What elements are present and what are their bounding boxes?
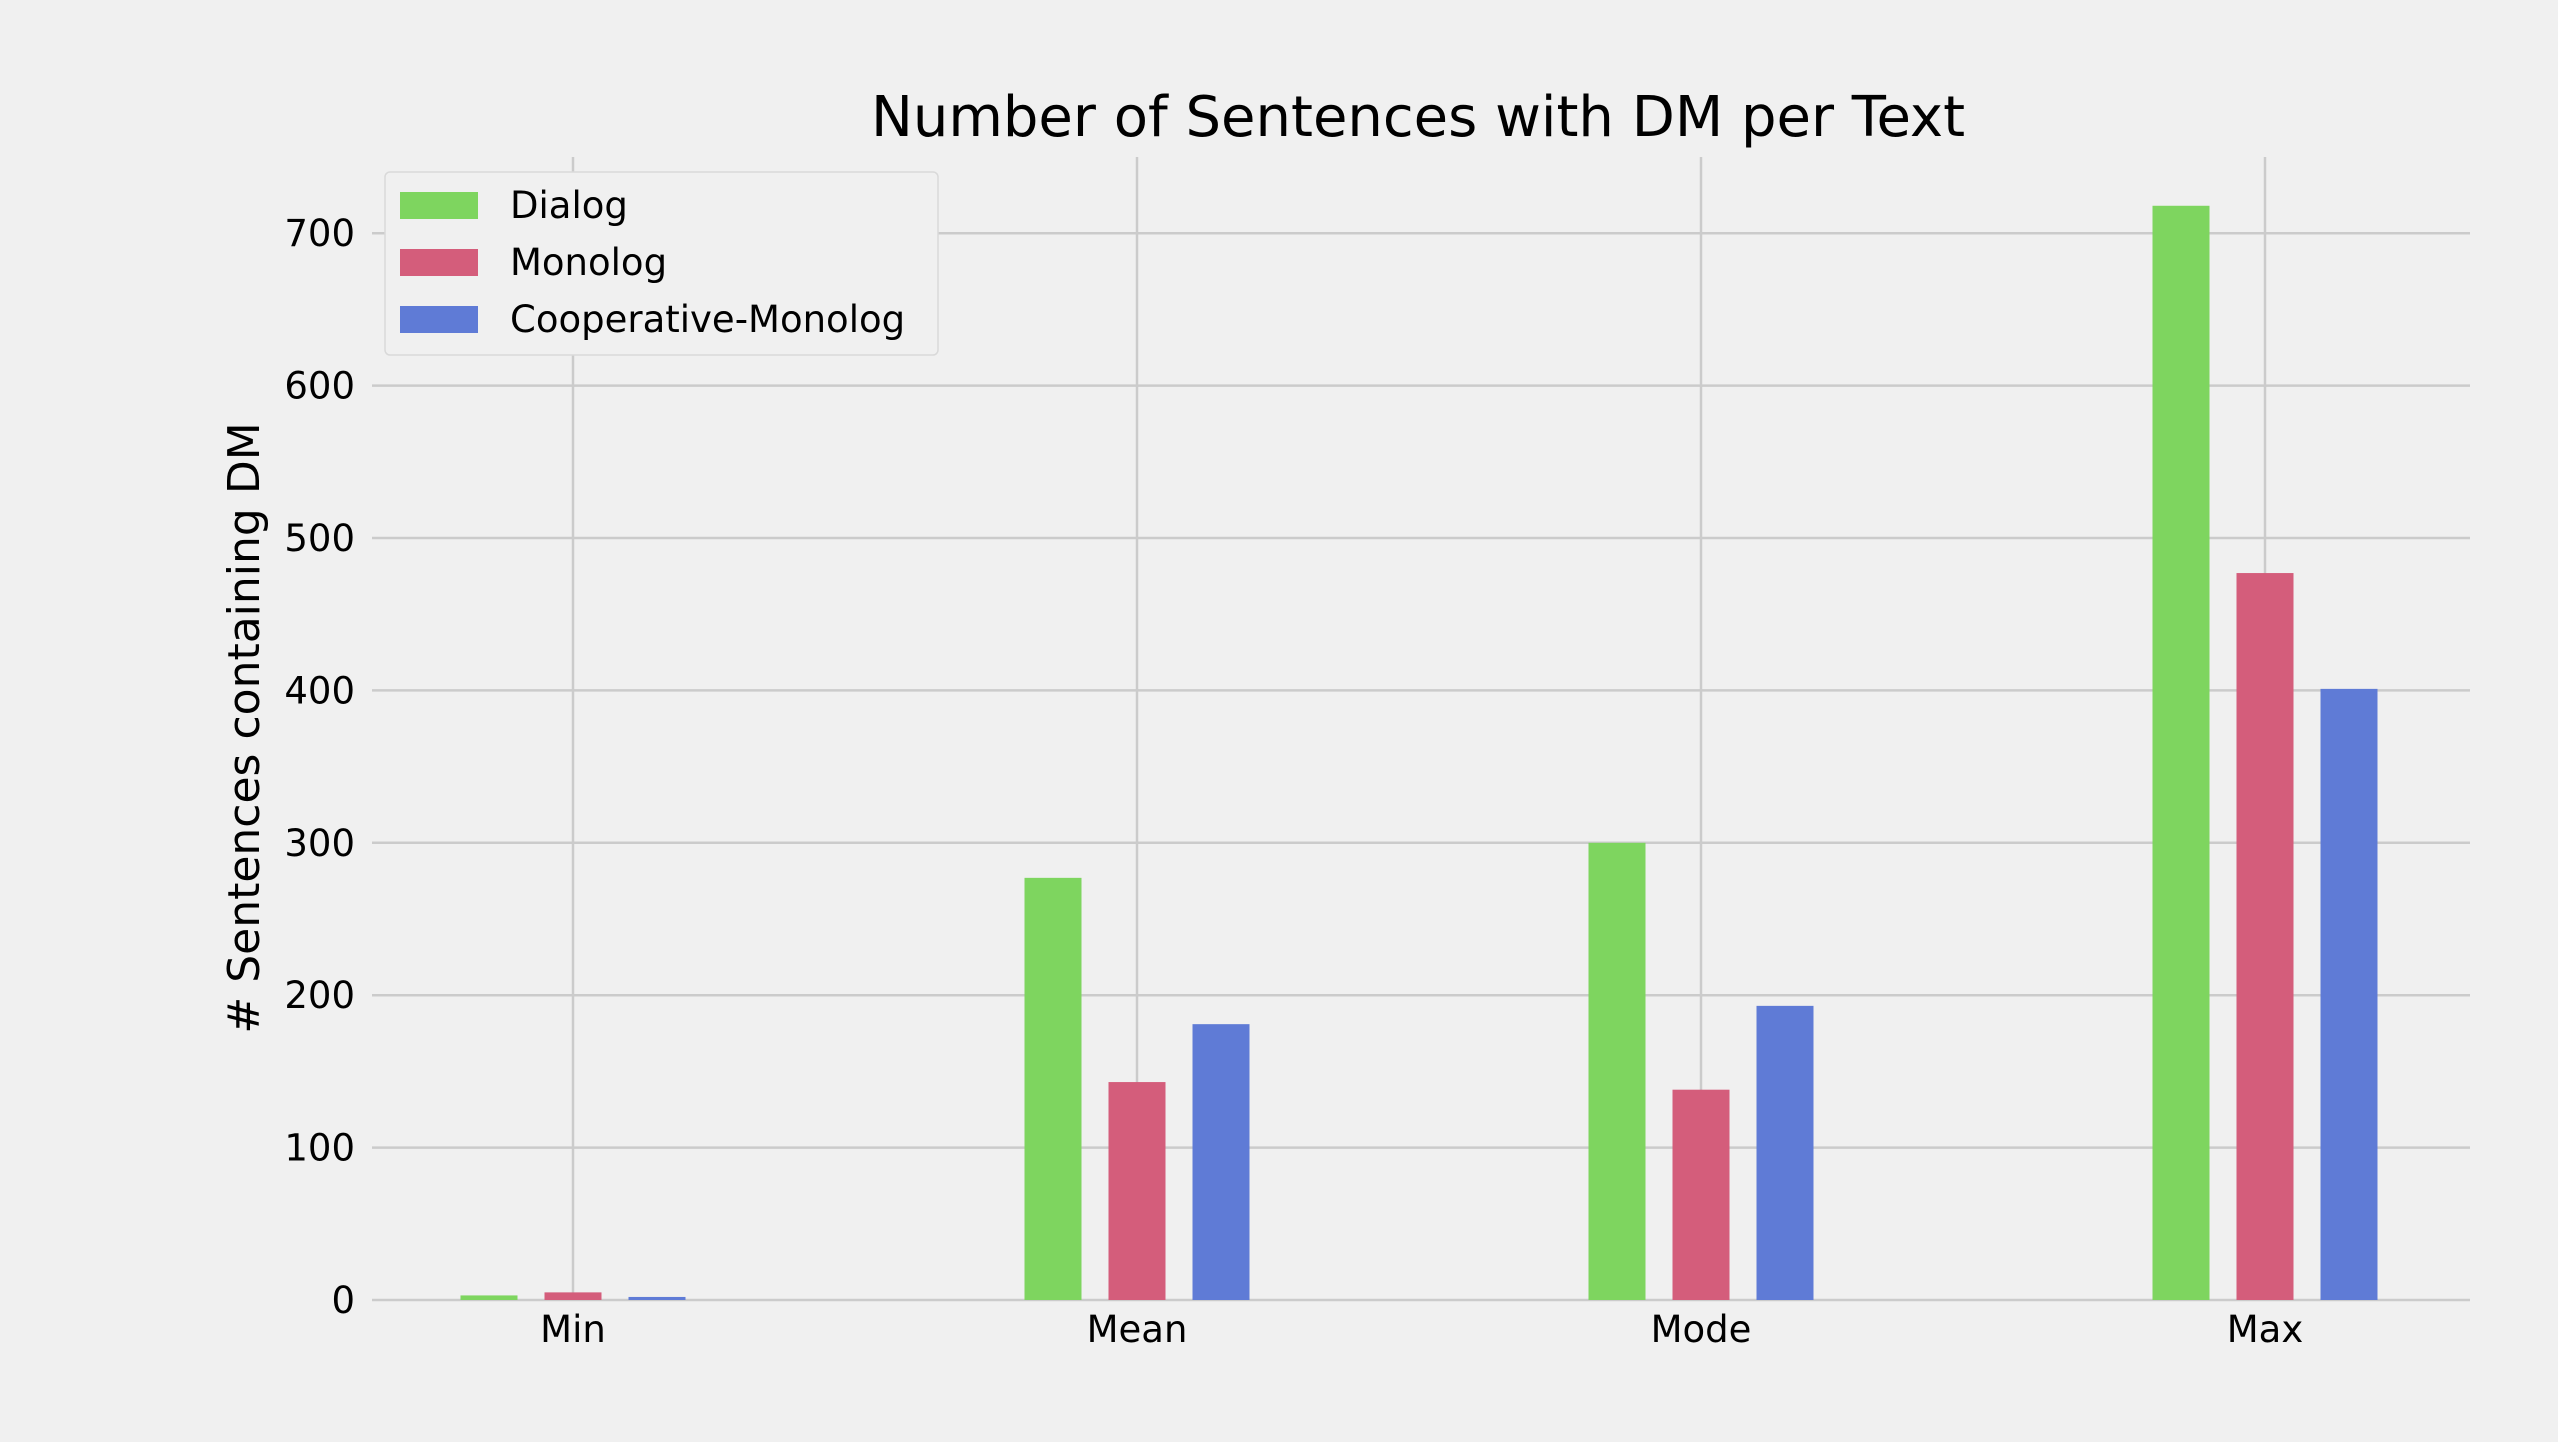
y-axis-label: # Sentences containing DM	[219, 422, 270, 1033]
bar-monolog-min	[544, 1292, 602, 1300]
bar-dialog-max	[2152, 205, 2210, 1300]
x-tick-label: Mode	[1651, 1308, 1752, 1351]
tick-label-layer: 0 100 200 300 400 500 600 700 Min Mean Mode Max	[284, 212, 2303, 1351]
y-tick-label: 400	[284, 669, 355, 712]
y-tick-label: 300	[284, 822, 355, 865]
legend-items: Dialog Monolog Cooperative-Monolog	[400, 184, 905, 341]
legend-swatch	[400, 192, 478, 219]
x-tick-label: Min	[540, 1308, 606, 1351]
y-tick-label: 700	[284, 212, 355, 255]
bar-dialog-min	[460, 1295, 518, 1300]
bar-cooperative-monolog-mode	[1756, 1005, 1814, 1300]
bar-dialog-mean	[1024, 877, 1082, 1300]
legend-label: Dialog	[510, 184, 628, 227]
legend-frame	[384, 171, 939, 356]
grid-layer	[372, 157, 2470, 1302]
bar-cooperative-monolog-min	[628, 1296, 686, 1300]
bar-monolog-max	[2236, 573, 2294, 1300]
legend-label: Monolog	[510, 241, 667, 284]
y-tick-label: 600	[284, 365, 355, 408]
legend-swatch	[400, 249, 478, 276]
bar-dialog-mode	[1588, 842, 1646, 1300]
y-tick-label: 200	[284, 974, 355, 1017]
legend: Dialog Monolog Cooperative-Monolog	[384, 171, 939, 356]
bar-cooperative-monolog-max	[2320, 688, 2378, 1300]
y-tick-label: 100	[284, 1127, 355, 1170]
bar-cooperative-monolog-mean	[1192, 1024, 1250, 1300]
x-tick-label: Mean	[1087, 1308, 1188, 1351]
legend-label: Cooperative-Monolog	[510, 298, 905, 341]
bar-layer	[460, 205, 2378, 1300]
y-tick-label: 500	[284, 517, 355, 560]
chart-title: Number of Sentences with DM per Text	[871, 85, 1965, 150]
bar-monolog-mode	[1672, 1089, 1730, 1300]
y-tick-label: 0	[331, 1279, 355, 1322]
bar-monolog-mean	[1108, 1082, 1166, 1300]
legend-swatch	[400, 306, 478, 333]
x-tick-label: Max	[2227, 1308, 2304, 1351]
